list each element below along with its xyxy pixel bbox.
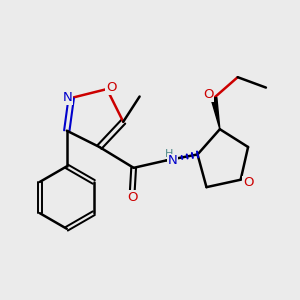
Text: O: O [203,88,214,101]
Text: O: O [106,81,117,94]
Text: O: O [243,176,253,189]
Text: N: N [168,154,178,167]
Text: H: H [165,149,173,159]
Text: O: O [127,191,137,204]
Polygon shape [211,98,220,129]
Text: N: N [63,91,73,104]
